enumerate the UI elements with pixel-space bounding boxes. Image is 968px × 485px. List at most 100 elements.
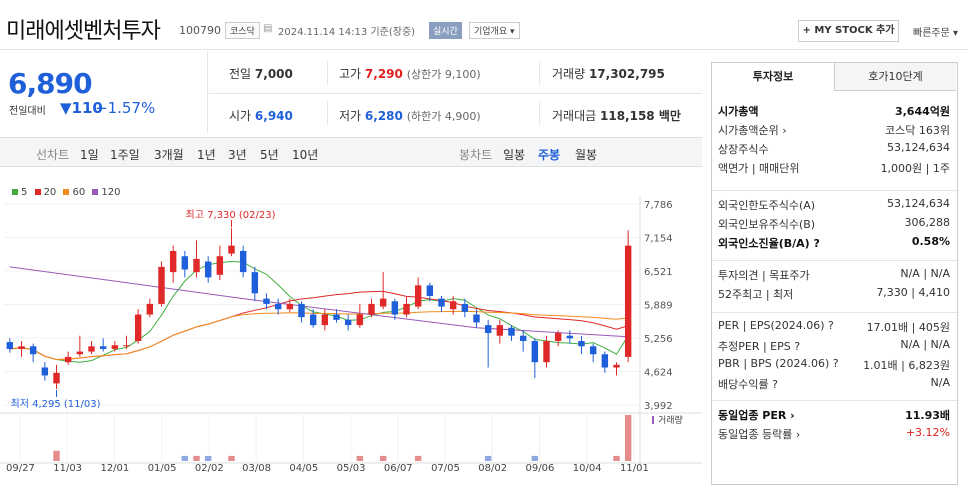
legend-20: 20 — [43, 187, 57, 198]
candle-weekly[interactable]: 주봉 — [538, 148, 561, 162]
candle-daily[interactable]: 일봉 — [503, 148, 526, 162]
period-1w[interactable]: 1주일 — [110, 148, 140, 162]
info-key[interactable]: 추정PER | EPS ? — [718, 340, 801, 353]
info-key: 52주최고 | 최저 — [718, 288, 794, 301]
legend-swatch-5 — [12, 189, 18, 195]
info-key: 외국인한도주식수(A) — [718, 199, 816, 212]
x-tick-label: 06/07 — [384, 463, 413, 474]
legend-120: 120 — [101, 187, 121, 198]
candle-body — [228, 245, 235, 254]
info-key: 액면가 | 매매단위 — [718, 162, 800, 175]
y-tick-label: 7,786 — [644, 200, 673, 211]
info-value: 0.58% — [911, 235, 950, 248]
info-row: 외국인소진율(B/A) ? 0.58% — [718, 235, 950, 251]
stock-chart[interactable]: 7,786 7,154 6,521 5,889 5,256 4,624 3,992 09/27… — [0, 195, 702, 485]
candle-body — [519, 335, 527, 342]
candle-body — [321, 314, 329, 326]
period-5y[interactable]: 5년 — [260, 148, 279, 162]
info-key[interactable]: 외국인소진율(B/A) ? — [718, 237, 820, 250]
info-key[interactable]: PBR | BPS (2024.06) ? — [718, 357, 839, 370]
candle-body — [496, 325, 504, 336]
line-chart-label: 선차트 — [36, 148, 70, 162]
legend-swatch-20 — [34, 189, 41, 195]
info-key[interactable]: 배당수익률 ? — [718, 378, 778, 391]
candle-body — [589, 346, 597, 355]
candle-body — [624, 245, 632, 357]
period-3y[interactable]: 3년 — [228, 148, 247, 162]
tab-investment-info[interactable]: 투자정보 — [712, 63, 834, 91]
candle-body — [64, 356, 72, 363]
candle-body — [554, 333, 562, 342]
volume-bar — [379, 455, 387, 461]
legend-5: 5 — [21, 187, 28, 198]
volume-bar — [613, 455, 620, 461]
candle-body — [41, 367, 49, 376]
tab-orderbook[interactable]: 호가10단계 — [834, 63, 956, 91]
trade-amount: 거래대금 118,158 백만 — [552, 109, 681, 123]
candle-body — [298, 303, 305, 318]
info-value: 306,288 — [904, 216, 951, 229]
candle-body — [111, 345, 119, 349]
candle-body — [6, 342, 14, 349]
chart-legend: 5 20 60 120 — [8, 187, 121, 198]
candle-body — [181, 256, 189, 270]
candle-body — [169, 250, 177, 273]
info-row: 액면가 | 매매단위 1,000원 | 1주 — [718, 160, 950, 176]
info-row: 상장주식수 53,124,634 — [718, 141, 950, 157]
x-tick-label: 09/27 — [6, 463, 35, 474]
info-key: 외국인보유주식수(B) — [718, 218, 816, 231]
candle-body — [578, 341, 585, 347]
period-10y[interactable]: 10년 — [292, 148, 319, 162]
company-info-dropdown[interactable]: 기업개요 ▾ — [469, 22, 520, 39]
info-row: PBR | BPS (2024.06) ? 1.01배 | 6,823원 — [718, 357, 950, 373]
y-tick-label: 5,889 — [644, 301, 673, 312]
candle-body — [601, 354, 609, 368]
candle-chart-label: 봉차트 — [459, 148, 493, 162]
candle-monthly[interactable]: 월봉 — [575, 148, 598, 162]
stock-header: 미래에셋벤처투자 100790 코스닥 ▤ 2024.11.14 14:13 기… — [0, 0, 968, 50]
candle-body — [508, 327, 515, 336]
change-label: 전일대비 — [9, 106, 46, 117]
x-tick-label: 04/05 — [289, 463, 318, 474]
info-value: 3,644억원 — [894, 105, 950, 118]
info-value: +3.12% — [905, 426, 950, 439]
x-tick-label: 05/03 — [337, 463, 366, 474]
volume-bar — [193, 455, 200, 461]
market-badge: 코스닥 — [225, 22, 260, 39]
info-panel: 투자정보 호가10단계 시가총액 3,644억원 시가총액순위 › 코스닥 163위 상… — [711, 62, 958, 485]
info-row: 투자의견 | 목표주가 N/A | N/A — [718, 267, 950, 283]
stock-name: 미래에셋벤처투자 — [6, 19, 161, 44]
candle-body — [309, 314, 317, 326]
candle-body — [88, 346, 95, 352]
candle-body — [286, 303, 294, 310]
quick-order-button[interactable]: 빠른주문 ▾ — [913, 28, 958, 39]
info-row: 동일업종 PER › 11.93배 — [718, 407, 950, 423]
candle-body — [239, 250, 247, 273]
candle-body — [473, 314, 480, 323]
y-tick-label: 3,992 — [644, 401, 673, 412]
realtime-badge[interactable]: 실시간 — [429, 22, 462, 39]
info-row: 추정PER | EPS ? N/A | N/A — [718, 338, 950, 354]
info-value: N/A | N/A — [900, 267, 950, 280]
period-1d[interactable]: 1일 — [80, 148, 99, 162]
period-1y[interactable]: 1년 — [197, 148, 216, 162]
info-value: 53,124,634 — [887, 141, 950, 154]
volume-bar — [181, 455, 189, 461]
stock-code: 100790 — [179, 24, 221, 37]
y-tick-label: 7,154 — [644, 234, 673, 245]
day-high: 고가 7,290 (상한가 9,100) — [339, 67, 481, 81]
x-tick-label: 08/02 — [478, 463, 507, 474]
info-key[interactable]: PER | EPS(2024.06) ? — [718, 319, 834, 332]
candle-body — [76, 351, 84, 355]
info-divider — [712, 312, 957, 313]
info-row: 시가총액순위 › 코스닥 163위 — [718, 122, 950, 138]
candle-body — [123, 345, 130, 347]
info-key[interactable]: 동일업종 PER › — [718, 409, 795, 422]
add-mystock-button[interactable]: + MY STOCK 추가 — [798, 20, 899, 42]
period-3m[interactable]: 3개월 — [154, 148, 184, 162]
info-key[interactable]: 시가총액순위 › — [718, 124, 787, 137]
info-divider — [712, 400, 957, 401]
x-tick-label: 11/01 — [620, 463, 649, 474]
volume-bar — [53, 450, 60, 461]
info-key[interactable]: 동일업종 등락률 › — [718, 428, 801, 441]
